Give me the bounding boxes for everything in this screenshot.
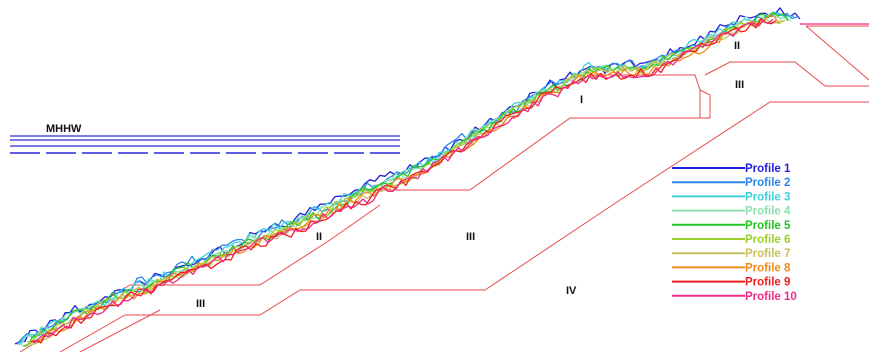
zone-label-ii-upper: II (734, 40, 740, 52)
zone-label-iii-low: III (196, 298, 205, 310)
zone-labels: I II II III III III IV (196, 40, 744, 310)
legend-label-6: Profile 6 (745, 234, 790, 246)
profile-line-7 (26, 19, 783, 346)
boundary-line-crest (805, 25, 869, 81)
legend-label-3: Profile 3 (745, 191, 790, 203)
profile-line-5 (22, 11, 789, 347)
legend-label-2: Profile 2 (745, 177, 790, 189)
profile-line-9 (30, 17, 777, 344)
profile-line-6 (24, 18, 786, 348)
legend-label-5: Profile 5 (745, 220, 791, 232)
zone-label-iii-top: III (735, 79, 744, 91)
profile-line-10 (32, 18, 774, 344)
legend-label-7: Profile 7 (745, 248, 790, 260)
zone-label-ii-lower: II (316, 231, 322, 243)
mhhw-label: MHHW (46, 123, 82, 135)
legend-label-8: Profile 8 (745, 262, 791, 274)
legend-label-4: Profile 4 (745, 206, 791, 218)
boundary-line-iv (79, 309, 161, 352)
boundary-line-ii-step (699, 89, 711, 119)
layer-boundaries (19, 25, 869, 352)
zone-label-i: I (580, 94, 583, 106)
boundary-line-iii-lower (59, 101, 869, 352)
boundary-line-iii (19, 204, 381, 352)
legend-label-1: Profile 1 (745, 163, 791, 175)
profile-legend: Profile 1 Profile 2 Profile 3 Profile 4 Prof… (672, 163, 797, 303)
boundary-line-ii (360, 74, 701, 191)
legend-label-10: Profile 10 (745, 291, 797, 303)
profile-lines (14, 7, 869, 348)
profile-line-4 (20, 12, 792, 347)
profile-line-8 (28, 15, 780, 343)
zone-label-iii-mid: III (466, 231, 475, 243)
legend-label-9: Profile 9 (745, 277, 790, 289)
water-level-lines: MHHW (10, 123, 400, 154)
zone-label-iv: IV (566, 285, 577, 297)
boundary-line-iii-upper (704, 61, 869, 87)
